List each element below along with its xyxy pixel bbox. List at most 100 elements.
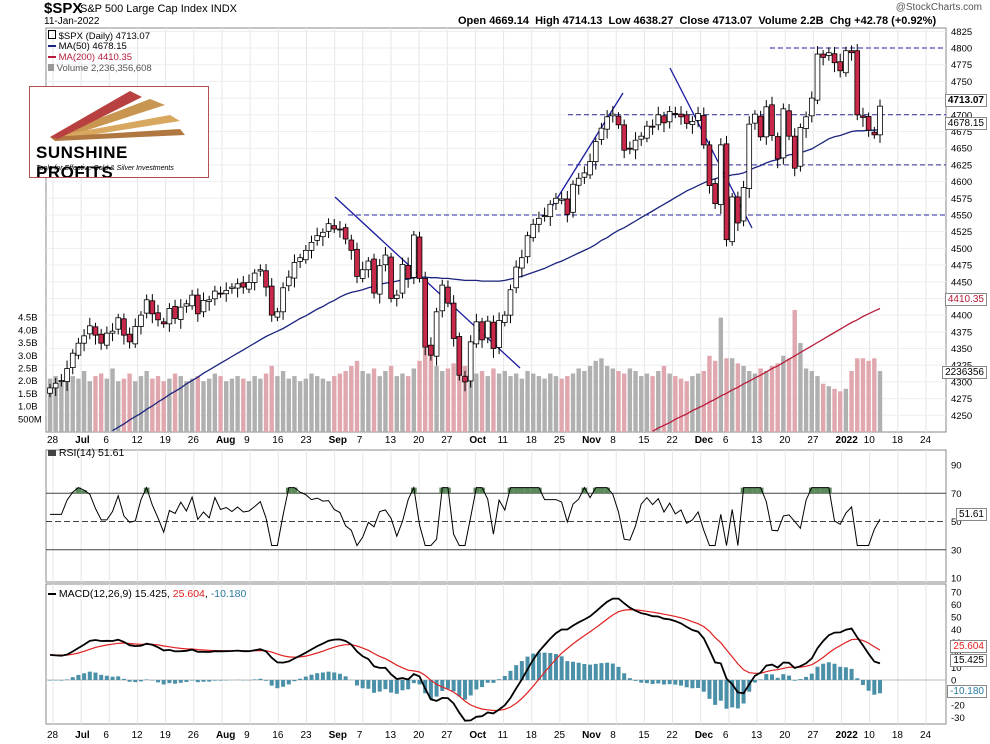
x-tick-label: 24: [920, 435, 932, 446]
price-tick-label: 4550: [951, 210, 972, 221]
x-tick-label: 8: [610, 730, 616, 741]
macd-histogram-bar: [480, 680, 485, 688]
volume-bar: [206, 378, 212, 432]
macd-histogram-bar: [821, 663, 826, 680]
macd-histogram-bar: [673, 680, 678, 685]
candle-up: [780, 108, 787, 159]
volume-bar: [559, 378, 564, 432]
volume-bar: [451, 363, 456, 432]
signal-line: [49, 608, 881, 712]
candle-up: [513, 266, 519, 289]
exchange-text: INDX: [210, 3, 237, 15]
candle-up: [598, 127, 605, 140]
candle-down: [126, 333, 133, 343]
volume-bar: [400, 373, 405, 432]
volume-bar: [366, 373, 371, 432]
price-tick-label: 4400: [951, 311, 972, 322]
x-tick-label: Dec: [695, 435, 714, 446]
logo-tagline: Tools for Effective Gold & Silver Invest…: [36, 165, 174, 172]
candle-up: [104, 332, 110, 346]
candle-up: [575, 177, 582, 186]
macd-histogram-bar: [138, 680, 143, 682]
candle-up: [740, 187, 747, 222]
candle-up: [524, 235, 531, 258]
ma50-value-label: 4678.15: [944, 117, 987, 130]
macd-histogram-bar: [201, 680, 206, 682]
candle-up: [814, 53, 821, 101]
volume-bar: [536, 376, 542, 432]
volume-bar: [405, 376, 411, 432]
open-value: 4669.14: [489, 15, 529, 27]
macd-histogram-bar: [337, 673, 342, 680]
candle-down: [769, 104, 775, 136]
macd-histogram-bar: [542, 652, 547, 680]
candle-down: [820, 53, 826, 58]
macd-histogram-bar: [173, 680, 178, 684]
candle-up: [109, 330, 116, 334]
macd-histogram-bar: [588, 664, 593, 680]
candle-down: [683, 114, 690, 124]
candle-up: [212, 290, 218, 300]
price-tick-label: 4750: [951, 77, 972, 88]
macd-histogram-bar: [679, 680, 684, 686]
volume-tick-label: 500M: [18, 414, 42, 425]
volume-bar: [525, 371, 530, 432]
macd-histogram-bar: [531, 653, 536, 680]
x-tick-label: Jul: [75, 435, 90, 446]
candle-up: [558, 198, 565, 201]
rsi-overbought-fill: [592, 487, 599, 494]
signal-label-value: 25.604: [172, 588, 205, 600]
candle-up: [433, 311, 440, 357]
macd-histogram-bar: [389, 680, 394, 693]
volume-bar: [229, 378, 235, 432]
x-tick-label: 6: [723, 435, 729, 446]
x-tick-label: 15: [638, 435, 650, 446]
x-tick-label: 12: [131, 730, 143, 741]
x-tick-label: 10: [864, 435, 876, 446]
macd-histogram-bar: [553, 654, 558, 680]
macd-histogram-bar: [684, 680, 689, 688]
volume-bar: [309, 373, 314, 432]
candle-up: [303, 249, 309, 261]
macd-histogram-bar: [133, 680, 138, 683]
x-tick-label: 6: [103, 435, 109, 446]
macd-histogram-bar: [48, 680, 52, 681]
candle-up: [399, 263, 406, 294]
volume-bar: [599, 358, 604, 432]
candle-up: [581, 172, 588, 178]
rsi-overbought-fill: [75, 487, 82, 494]
volume-bar: [286, 378, 291, 432]
macd-histogram-bar: [775, 677, 780, 680]
high-value: 4714.13: [562, 15, 603, 27]
macd-histogram-bar: [195, 680, 200, 683]
volume-bar: [684, 381, 689, 432]
macd-histogram-bar: [440, 680, 445, 691]
x-tick-label: 16: [272, 435, 284, 446]
volume-bar: [866, 360, 871, 432]
macd-histogram-bar: [332, 672, 337, 680]
macd-histogram-bar: [417, 680, 422, 685]
macd-histogram-bar: [650, 680, 655, 684]
candle-down: [479, 321, 485, 341]
volume-bar: [838, 391, 843, 432]
candle-up: [246, 282, 252, 290]
stockcharts-credit[interactable]: @StockCharts.com: [895, 2, 982, 13]
rsi-tick-label: 10: [951, 574, 962, 585]
price-tick-label: 4600: [951, 177, 972, 188]
candle-up: [291, 261, 298, 279]
candle-up: [183, 303, 190, 307]
candle-down: [263, 270, 269, 288]
legend-volume-text: Volume 2,236,356,608: [56, 63, 152, 74]
volume-bar: [513, 373, 519, 432]
candle-up: [86, 325, 93, 335]
candle-up: [763, 106, 770, 138]
volume-bar: [820, 383, 826, 432]
candle-down: [462, 375, 468, 383]
candle-down: [268, 285, 275, 316]
volume-bar: [423, 348, 428, 432]
macd-histogram-bar: [485, 680, 490, 683]
macd-histogram-bar: [394, 680, 399, 694]
volume-bar: [570, 373, 576, 432]
candle-up: [69, 352, 76, 368]
candle-down: [92, 326, 99, 336]
